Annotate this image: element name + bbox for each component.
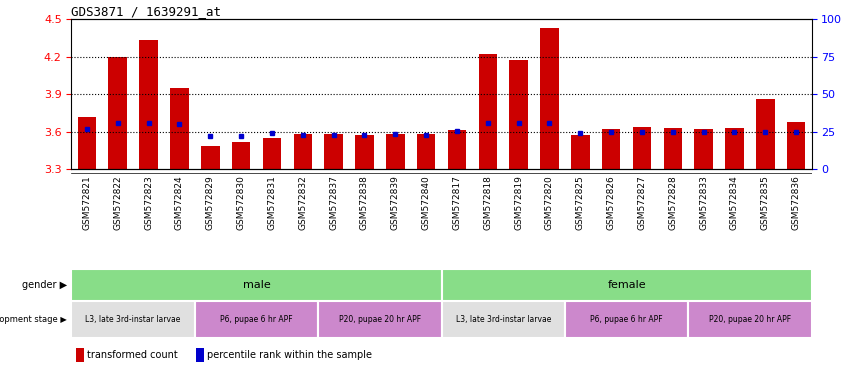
Bar [540,28,558,169]
Bar [77,116,96,169]
Bar [695,129,713,169]
Bar [355,135,373,169]
Text: GSM572830: GSM572830 [236,175,246,230]
Text: GSM572836: GSM572836 [791,175,801,230]
Bar [565,301,688,338]
Bar [318,301,442,338]
Text: development stage ▶: development stage ▶ [0,315,67,324]
Bar [170,88,188,169]
Text: GSM572817: GSM572817 [452,175,462,230]
Bar [140,40,158,169]
Bar [787,121,806,169]
Bar [108,56,127,169]
Text: GSM572837: GSM572837 [329,175,338,230]
Text: GSM572838: GSM572838 [360,175,369,230]
Text: female: female [607,280,646,290]
Text: GSM572822: GSM572822 [114,175,122,230]
Bar [417,134,436,169]
Bar [442,301,565,338]
Bar [688,301,812,338]
Bar [386,134,405,169]
Text: GSM572821: GSM572821 [82,175,92,230]
Text: L3, late 3rd-instar larvae: L3, late 3rd-instar larvae [456,315,551,324]
Text: P6, pupae 6 hr APF: P6, pupae 6 hr APF [590,315,663,324]
Bar [442,269,812,301]
Bar [195,301,318,338]
Bar [571,135,590,169]
Text: GSM572839: GSM572839 [391,175,399,230]
Text: GSM572823: GSM572823 [144,175,153,230]
Text: GSM572828: GSM572828 [669,175,677,230]
Text: GSM572834: GSM572834 [730,175,739,230]
Text: GSM572824: GSM572824 [175,175,184,230]
Text: P20, pupae 20 hr APF: P20, pupae 20 hr APF [709,315,791,324]
Text: GSM572840: GSM572840 [421,175,431,230]
Bar [325,134,343,169]
Bar [294,134,312,169]
Text: L3, late 3rd-instar larvae: L3, late 3rd-instar larvae [86,315,181,324]
Text: GSM572826: GSM572826 [606,175,616,230]
Text: percentile rank within the sample: percentile rank within the sample [207,350,372,360]
Text: GSM572832: GSM572832 [299,175,307,230]
Text: GSM572829: GSM572829 [206,175,214,230]
Text: GSM572835: GSM572835 [761,175,770,230]
Bar [756,99,775,169]
Bar [447,130,466,169]
Bar [632,126,651,169]
Text: GSM572833: GSM572833 [699,175,708,230]
Text: GSM572819: GSM572819 [514,175,523,230]
Text: GSM572827: GSM572827 [637,175,647,230]
Text: GSM572818: GSM572818 [484,175,492,230]
Bar [725,128,743,169]
Bar [76,348,84,362]
Bar [71,269,442,301]
Bar [510,60,528,169]
Bar [479,54,497,169]
Bar [602,129,621,169]
Bar [232,141,251,169]
Bar [664,128,682,169]
Text: GSM572825: GSM572825 [576,175,584,230]
Bar [201,146,220,169]
Text: GSM572831: GSM572831 [267,175,277,230]
Text: GSM572820: GSM572820 [545,175,554,230]
Text: P6, pupae 6 hr APF: P6, pupae 6 hr APF [220,315,293,324]
Bar [196,348,204,362]
Text: transformed count: transformed count [87,350,177,360]
Text: male: male [243,280,270,290]
Text: GDS3871 / 1639291_at: GDS3871 / 1639291_at [71,5,221,18]
Text: P20, pupae 20 hr APF: P20, pupae 20 hr APF [339,315,420,324]
Text: gender ▶: gender ▶ [22,280,67,290]
Bar [262,138,281,169]
Bar [71,301,195,338]
